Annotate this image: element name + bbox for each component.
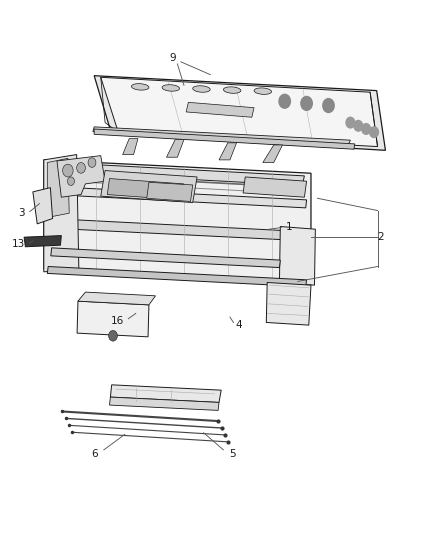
Polygon shape [166, 140, 184, 157]
Circle shape [67, 177, 74, 185]
Ellipse shape [162, 85, 180, 91]
Polygon shape [47, 266, 307, 287]
Polygon shape [101, 77, 378, 147]
Text: 13: 13 [12, 239, 25, 248]
Text: 9: 9 [170, 53, 177, 62]
Ellipse shape [223, 87, 241, 93]
Polygon shape [57, 156, 105, 197]
Polygon shape [94, 76, 385, 150]
Ellipse shape [254, 88, 272, 94]
Polygon shape [33, 188, 53, 224]
Polygon shape [263, 145, 283, 163]
Polygon shape [101, 171, 197, 203]
Text: 1: 1 [286, 222, 293, 231]
Circle shape [370, 127, 378, 138]
Polygon shape [107, 179, 184, 200]
Text: 4: 4 [235, 320, 242, 330]
Polygon shape [47, 158, 69, 217]
Polygon shape [243, 177, 307, 197]
Text: 6: 6 [91, 449, 98, 459]
Polygon shape [147, 182, 193, 201]
Circle shape [63, 164, 73, 177]
Polygon shape [279, 227, 315, 285]
Polygon shape [49, 219, 309, 241]
Polygon shape [56, 163, 304, 185]
Polygon shape [110, 385, 221, 402]
Ellipse shape [131, 84, 149, 90]
Text: 16: 16 [111, 316, 124, 326]
Circle shape [77, 163, 85, 173]
Circle shape [346, 117, 355, 128]
Circle shape [354, 120, 363, 131]
Ellipse shape [193, 86, 210, 92]
Polygon shape [123, 139, 138, 155]
Circle shape [279, 94, 290, 108]
Circle shape [323, 99, 334, 112]
Polygon shape [44, 155, 79, 272]
Circle shape [362, 124, 371, 134]
Polygon shape [77, 301, 149, 337]
Text: 5: 5 [229, 449, 236, 459]
Text: 2: 2 [378, 232, 385, 242]
Polygon shape [52, 187, 307, 208]
Polygon shape [219, 143, 237, 160]
Polygon shape [110, 397, 219, 410]
Circle shape [301, 96, 312, 110]
Text: 3: 3 [18, 208, 25, 217]
Polygon shape [266, 282, 311, 325]
Polygon shape [78, 292, 155, 305]
Circle shape [88, 158, 96, 167]
Polygon shape [93, 127, 350, 145]
Polygon shape [186, 102, 254, 117]
Polygon shape [94, 129, 355, 149]
Polygon shape [24, 236, 61, 247]
Circle shape [109, 330, 117, 341]
Polygon shape [44, 160, 311, 282]
Polygon shape [51, 248, 280, 268]
